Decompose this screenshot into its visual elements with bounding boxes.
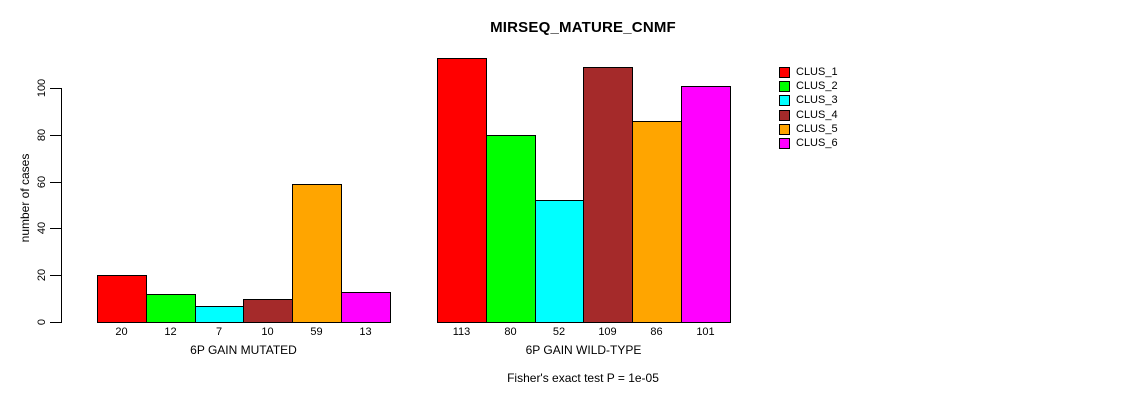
bar-clus_6-group2 — [681, 86, 731, 323]
bar-clus_1-group2 — [437, 58, 487, 323]
legend-swatch-icon — [779, 66, 790, 78]
legend-swatch-icon — [779, 95, 790, 107]
y-axis-tick-label: 20 — [36, 268, 48, 282]
group-axis-label: 6P GAIN MUTATED — [190, 343, 297, 357]
legend-row: CLUS_1 — [779, 65, 838, 79]
y-axis-tick — [50, 275, 61, 276]
bar-value-label: 59 — [310, 326, 323, 338]
y-axis-tick — [50, 322, 61, 323]
bar-clus_2-group1 — [146, 294, 196, 323]
legend-label: CLUS_4 — [796, 108, 838, 121]
bar-clus_5-group2 — [632, 121, 682, 323]
chart-title: MIRSEQ_MATURE_CNMF — [490, 19, 676, 36]
bar-value-label: 12 — [164, 326, 177, 338]
group-axis-label: 6P GAIN WILD-TYPE — [525, 343, 642, 357]
bar-clus_1-group1 — [97, 275, 147, 323]
y-axis-tick — [50, 228, 61, 229]
y-axis-title: number of cases — [18, 153, 32, 243]
bar-value-label: 13 — [359, 326, 372, 338]
legend-label: CLUS_3 — [796, 94, 838, 107]
y-axis-tick — [50, 135, 61, 136]
legend-label: CLUS_1 — [796, 65, 838, 78]
bar-value-label: 80 — [504, 326, 517, 338]
bar-clus_3-group1 — [195, 306, 244, 323]
y-axis-line — [61, 88, 62, 323]
y-axis-tick — [50, 88, 61, 89]
legend-swatch-icon — [779, 109, 790, 121]
legend-swatch-icon — [779, 123, 790, 135]
legend-row: CLUS_2 — [779, 79, 838, 93]
bar-value-label: 113 — [452, 326, 471, 338]
bar-clus_5-group1 — [292, 184, 342, 323]
y-axis-tick-label: 0 — [36, 318, 48, 326]
bar-value-label: 109 — [598, 326, 617, 338]
bar-value-label: 10 — [261, 326, 274, 338]
bar-clus_4-group2 — [583, 67, 633, 323]
y-axis-tick-label: 60 — [36, 175, 48, 189]
y-axis-tick-label: 40 — [36, 221, 48, 235]
legend-label: CLUS_2 — [796, 79, 838, 92]
y-axis-tick — [50, 182, 61, 183]
legend-label: CLUS_6 — [796, 137, 838, 150]
annotation-text: Fisher's exact test P = 1e-05 — [507, 371, 659, 385]
bar-clus_2-group2 — [486, 135, 536, 323]
bar-clus_6-group1 — [341, 292, 391, 323]
legend-swatch-icon — [779, 138, 790, 150]
legend-row: CLUS_3 — [779, 94, 838, 108]
legend-row: CLUS_4 — [779, 108, 838, 122]
y-axis-tick-label: 80 — [36, 128, 48, 142]
bar-clus_4-group1 — [243, 299, 293, 323]
bar-value-label: 52 — [552, 326, 566, 338]
bar-value-label: 101 — [696, 326, 715, 338]
legend-swatch-icon — [779, 80, 790, 92]
bar-value-label: 20 — [115, 326, 128, 338]
legend-row: CLUS_5 — [779, 122, 838, 136]
legend-row: CLUS_6 — [779, 136, 838, 150]
y-axis-tick-label: 100 — [36, 78, 48, 98]
legend-label: CLUS_5 — [796, 122, 838, 135]
bar-value-label: 86 — [650, 326, 663, 338]
bar-value-label: 7 — [215, 326, 223, 338]
legend: CLUS_1 CLUS_2 CLUS_3 CLUS_4 CLUS_5 CLUS_6 — [779, 65, 838, 151]
bar-clus_3-group2 — [535, 200, 584, 323]
